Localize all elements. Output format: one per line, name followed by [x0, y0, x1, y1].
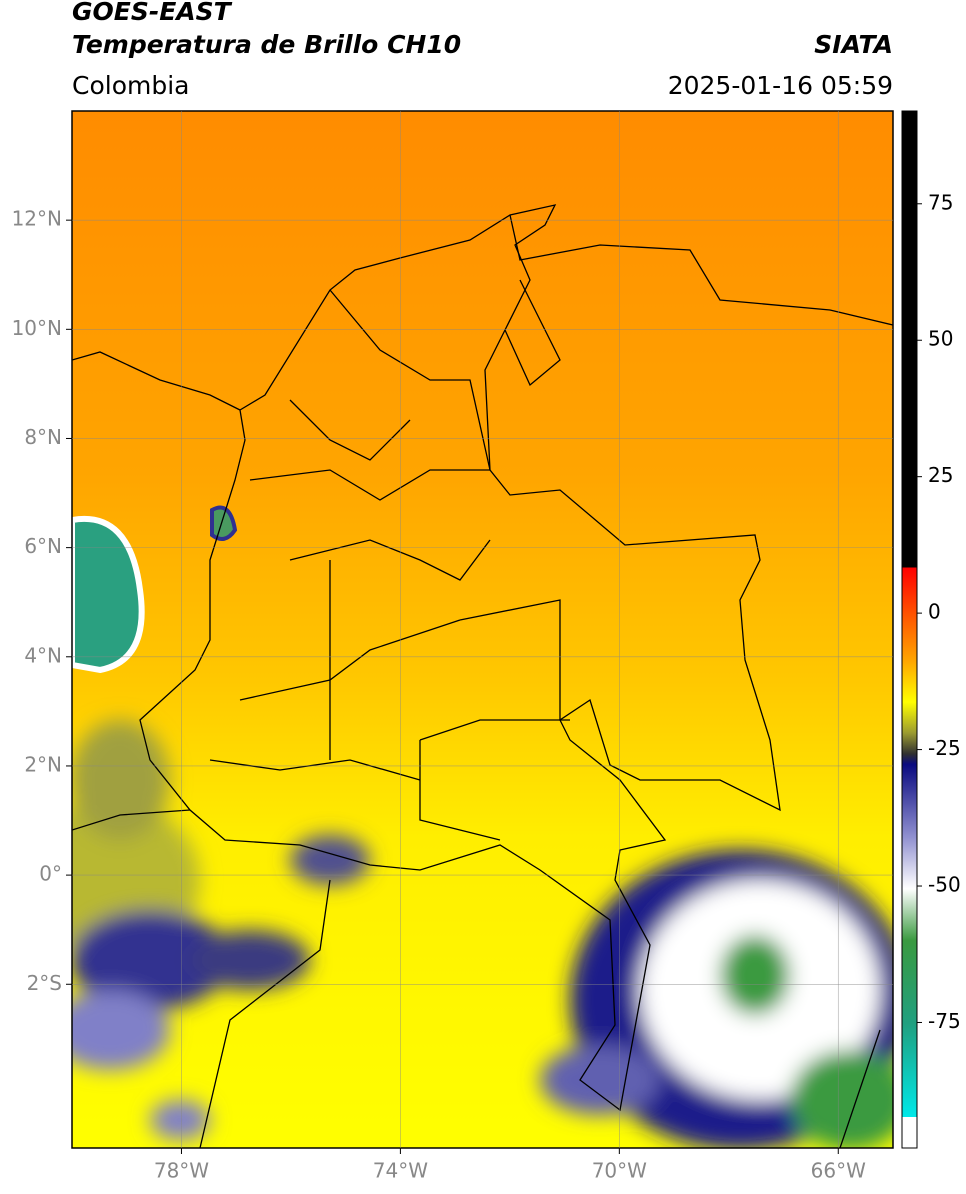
y-tick-label: 8°N	[24, 425, 62, 449]
x-tick-label: 66°W	[811, 1159, 866, 1183]
y-tick-label: 2°S	[27, 971, 62, 995]
y-tick-label: 0°	[39, 862, 62, 886]
x-tick-label: 70°W	[592, 1159, 647, 1183]
y-tick-label: 2°N	[24, 752, 62, 776]
map-frame	[71, 110, 894, 1149]
satellite-image	[72, 111, 893, 1148]
subtitle: Temperatura de Brillo CH10	[72, 30, 461, 59]
colorbar-tick-label: 50	[928, 327, 953, 351]
timestamp: 2025-01-16 05:59	[668, 71, 893, 100]
brand: SIATA	[814, 30, 893, 59]
x-tick-label: 74°W	[373, 1159, 428, 1183]
y-tick-label: 10°N	[12, 316, 62, 340]
colorbar	[901, 110, 918, 1149]
colorbar-tick-label: 0	[928, 600, 941, 624]
colorbar-tick-label: 75	[928, 190, 953, 214]
colorbar-tick-label: 25	[928, 463, 953, 487]
x-tick-label: 78°W	[154, 1159, 209, 1183]
colorbar-tick-label: -75	[928, 1009, 961, 1033]
region: Colombia	[72, 71, 189, 100]
colorbar-tick-label: -50	[928, 873, 961, 897]
y-tick-label: 6°N	[24, 534, 62, 558]
colorbar-tick-label: -25	[928, 736, 961, 760]
title: GOES-EAST	[72, 0, 233, 26]
y-tick-label: 12°N	[12, 207, 62, 231]
y-tick-label: 4°N	[24, 643, 62, 667]
